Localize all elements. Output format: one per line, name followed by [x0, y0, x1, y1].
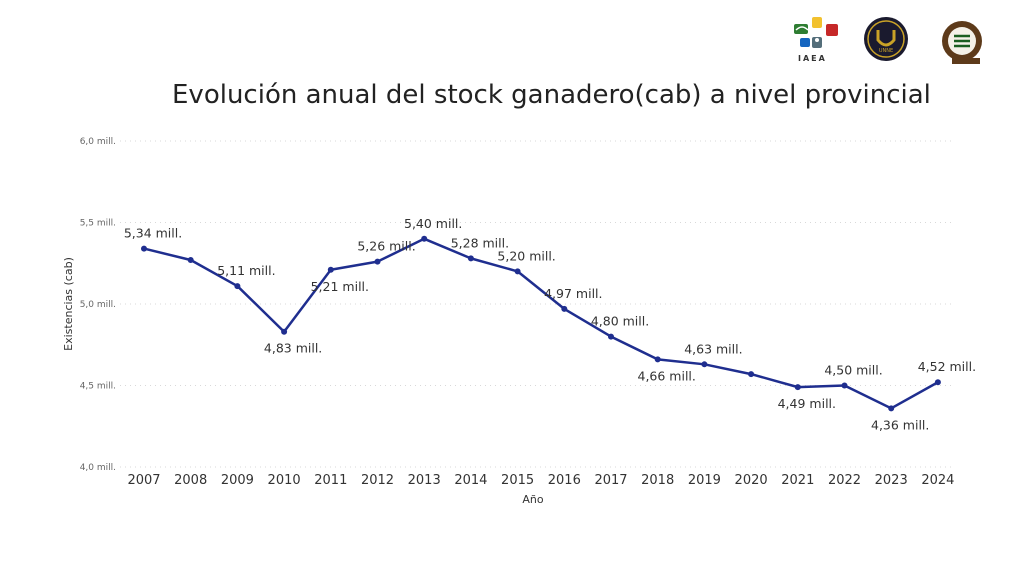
data-point: [888, 405, 895, 412]
iaea-logo-text: IAEA: [798, 54, 827, 63]
x-tick-label: 2024: [921, 473, 954, 488]
y-axis-ticks: 6,0 mill. 5,5 mill. 5,0 mill. 4,5 mill. 4,0 …: [80, 137, 116, 473]
series-line: [143, 237, 939, 410]
y-tick-label: 5,5 mill.: [80, 219, 116, 229]
x-tick-label: 2011: [314, 473, 347, 488]
data-point: [748, 371, 755, 378]
y-tick-label: 6,0 mill.: [80, 137, 116, 147]
x-axis-title: Año: [522, 493, 543, 506]
x-tick-label: 2008: [174, 473, 207, 488]
x-tick-label: 2007: [127, 473, 160, 488]
x-tick-label: 2010: [268, 473, 301, 488]
series-line-layer: [143, 237, 939, 410]
data-label: 5,26 mill.: [357, 239, 415, 254]
x-tick-label: 2013: [408, 473, 441, 488]
data-point: [701, 361, 708, 368]
data-label: 4,83 mill.: [264, 341, 322, 356]
unne-logo: UNNE: [864, 17, 908, 61]
x-tick-label: 2016: [548, 473, 581, 488]
x-tick-label: 2012: [361, 473, 394, 488]
y-tick-label: 4,5 mill.: [80, 382, 116, 392]
data-point: [514, 268, 521, 275]
data-label: 5,40 mill.: [404, 216, 462, 231]
data-point: [327, 266, 334, 273]
x-tick-label: 2015: [501, 473, 534, 488]
data-point: [234, 283, 241, 290]
x-tick-label: 2022: [828, 473, 861, 488]
data-label: 4,80 mill.: [591, 314, 649, 329]
x-tick-label: 2021: [781, 473, 814, 488]
iaea-logo: IAEA: [794, 17, 838, 63]
unne-logo-text: UNNE: [879, 48, 893, 54]
data-labels: 5,34 mill. 5,11 mill. 4,83 mill. 5,21 mill.…: [124, 216, 976, 433]
faculty-logo: [942, 21, 982, 64]
grid-layer: [120, 140, 952, 468]
data-point: [374, 258, 381, 265]
x-axis-ticks: 2007 2008 2009 2010 2011 2012 2013 2014 2015 2016…: [127, 473, 954, 488]
data-point: [187, 256, 194, 263]
chart-title: Evolución anual del stock ganadero(cab) …: [172, 80, 931, 110]
data-point: [281, 328, 288, 335]
x-tick-label: 2017: [594, 473, 627, 488]
data-label: 5,21 mill.: [311, 279, 369, 294]
x-tick-label: 2009: [221, 473, 254, 488]
y-tick-label: 4,0 mill.: [80, 463, 116, 473]
data-label: 4,49 mill.: [778, 396, 836, 411]
data-point: [794, 384, 801, 391]
data-point: [841, 382, 848, 389]
institution-logos: IAEA UNNE: [794, 17, 982, 64]
y-axis-title: Existencias (cab): [62, 257, 75, 351]
data-label: 4,36 mill.: [871, 417, 929, 432]
data-label: 4,63 mill.: [684, 341, 742, 356]
data-point: [934, 379, 941, 386]
x-tick-label: 2020: [735, 473, 768, 488]
data-label: 5,34 mill.: [124, 226, 182, 241]
data-point: [467, 255, 474, 262]
data-point: [141, 245, 147, 252]
x-tick-label: 2014: [454, 473, 487, 488]
data-label: 5,11 mill.: [217, 263, 275, 278]
data-label: 4,52 mill.: [918, 359, 976, 374]
data-points: [141, 235, 941, 412]
data-label: 4,97 mill.: [544, 286, 602, 301]
x-tick-label: 2018: [641, 473, 674, 488]
data-point: [421, 235, 428, 242]
data-label: 5,20 mill.: [497, 248, 555, 263]
data-label: 4,66 mill.: [638, 368, 696, 383]
x-tick-label: 2019: [688, 473, 721, 488]
y-tick-label: 5,0 mill.: [80, 300, 116, 310]
data-point: [654, 356, 661, 363]
data-label: 5,28 mill.: [451, 235, 509, 250]
x-tick-label: 2023: [875, 473, 908, 488]
data-label: 4,50 mill.: [824, 363, 882, 378]
data-point: [608, 333, 614, 340]
data-point: [561, 305, 568, 312]
